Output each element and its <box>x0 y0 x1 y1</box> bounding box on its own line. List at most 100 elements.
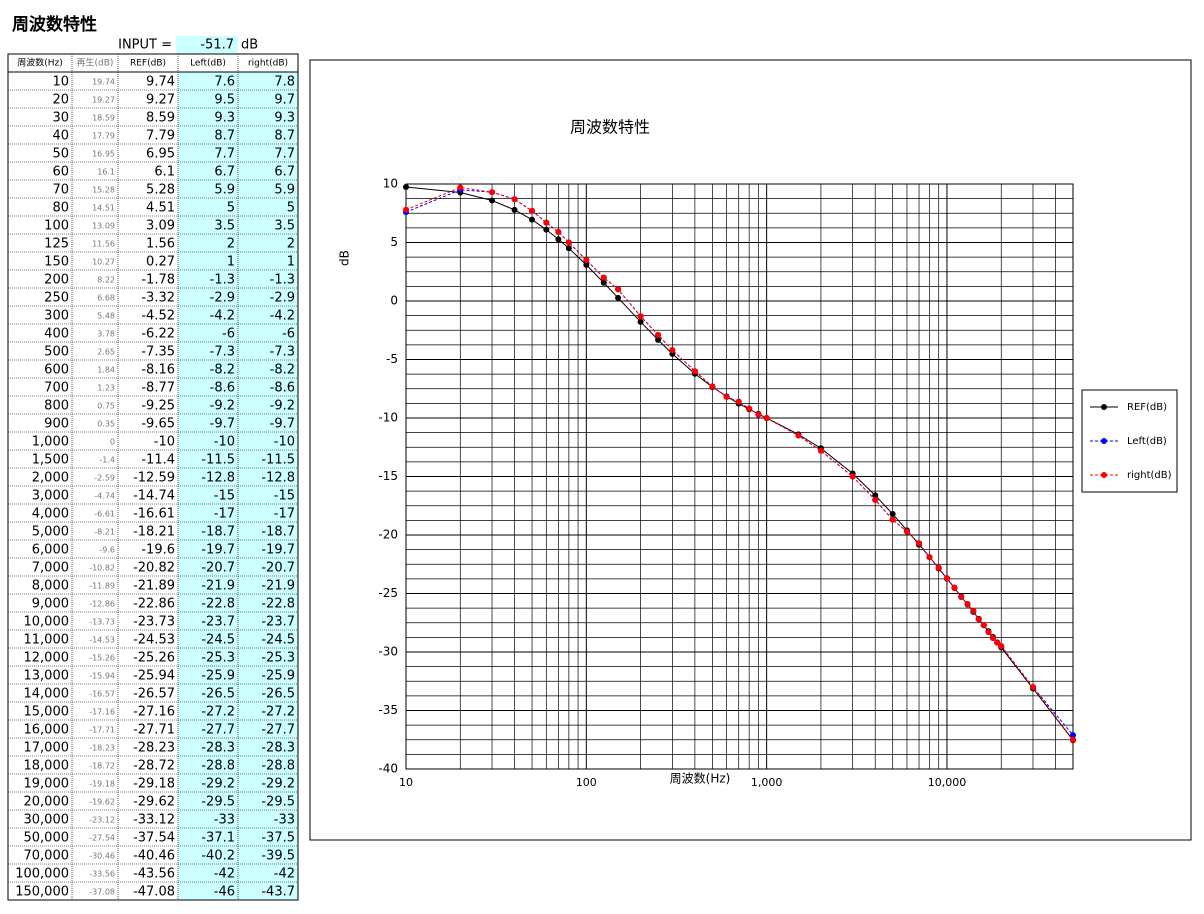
data-point <box>669 347 676 354</box>
table-cell: -26.5 <box>261 687 295 702</box>
data-point <box>555 228 562 235</box>
column-header: Left(dB) <box>190 59 226 69</box>
data-point <box>926 554 933 561</box>
table-cell: -28.8 <box>261 759 295 774</box>
table-cell: 7.8 <box>274 75 295 90</box>
table-cell: -17 <box>214 507 235 522</box>
table-cell: 70,000 <box>24 849 70 864</box>
data-point <box>889 516 896 523</box>
table-cell: 6.95 <box>146 147 175 162</box>
data-point <box>746 405 753 412</box>
table-cell: -33.12 <box>133 813 175 828</box>
table-cell: 600 <box>44 363 69 378</box>
data-point <box>615 294 622 301</box>
table-cell: -18.7 <box>201 525 235 540</box>
table-cell: -27.54 <box>89 834 115 843</box>
table-cell: -11.89 <box>89 582 115 591</box>
y-tick-label: -10 <box>378 411 398 425</box>
table-cell: -8.16 <box>141 363 175 378</box>
table-cell: 9.74 <box>146 75 175 90</box>
table-cell: 500 <box>44 345 69 360</box>
table-cell: 16.1 <box>97 168 115 177</box>
table-cell: -9.65 <box>141 417 175 432</box>
data-point <box>849 473 856 480</box>
data-point <box>709 383 716 390</box>
table-cell: -28.23 <box>133 741 175 756</box>
table-cell: 15.28 <box>92 186 115 195</box>
table-cell: 6.68 <box>97 294 115 303</box>
table-cell: 4.51 <box>146 201 175 216</box>
table-cell: -15 <box>214 489 235 504</box>
table-cell: -22.86 <box>133 597 175 612</box>
table-cell: -9.7 <box>210 417 235 432</box>
table-cell: -21.9 <box>201 579 235 594</box>
data-point <box>723 393 730 400</box>
table-cell: 2,000 <box>32 471 69 486</box>
table-cell: 11,000 <box>24 633 70 648</box>
table-cell: 9.5 <box>214 93 235 108</box>
table-cell: -19.7 <box>261 543 295 558</box>
table-cell: -13.73 <box>89 618 115 627</box>
table-cell: -17.71 <box>89 726 115 735</box>
table-cell: 3.09 <box>146 219 175 234</box>
data-point <box>916 540 923 547</box>
y-tick-label: -20 <box>378 528 398 542</box>
table-cell: -1.3 <box>270 273 295 288</box>
data-point <box>403 184 409 191</box>
chart-title: 周波数特性 <box>570 118 650 137</box>
table-cell: -10 <box>274 435 295 450</box>
column-header: REF(dB) <box>130 59 166 69</box>
table-cell: 6.7 <box>214 165 235 180</box>
table-cell: 4,000 <box>32 507 69 522</box>
table-cell: -20.7 <box>261 561 295 576</box>
table-cell: -39.5 <box>261 849 295 864</box>
data-point <box>735 398 742 405</box>
table-cell: -8.6 <box>270 381 295 396</box>
y-tick-label: -25 <box>378 586 398 600</box>
table-cell: -21.9 <box>261 579 295 594</box>
table-cell: -8.2 <box>210 363 235 378</box>
table-cell: 11.56 <box>92 240 115 249</box>
table-cell: -29.62 <box>133 795 175 810</box>
input-cell <box>176 36 238 54</box>
table-cell: -27.2 <box>201 705 235 720</box>
data-point <box>975 616 982 623</box>
data-point <box>958 594 965 601</box>
table-cell: -7.3 <box>210 345 235 360</box>
table-cell: 8.59 <box>146 111 175 126</box>
data-point <box>529 216 536 223</box>
table-border <box>7 53 299 901</box>
table-cell: -27.16 <box>133 705 175 720</box>
data-point <box>543 226 550 233</box>
table-cell: 3.5 <box>274 219 295 234</box>
table-cell: -40.46 <box>133 849 175 864</box>
input-label: INPUT = <box>118 38 172 53</box>
data-point <box>763 415 770 421</box>
table-cell: -26.5 <box>201 687 235 702</box>
table-cell: -10 <box>154 435 175 450</box>
table-cell: 12,000 <box>24 651 70 666</box>
data-point <box>943 575 950 582</box>
table-cell: -19.62 <box>89 798 115 807</box>
table-cell: 3.78 <box>97 330 115 339</box>
data-point <box>637 318 644 325</box>
table-cell: -24.5 <box>201 633 235 648</box>
table-cell: 800 <box>44 399 69 414</box>
table-cell: -2.9 <box>210 291 235 306</box>
table-cell: -4.2 <box>210 309 235 324</box>
plot-area <box>405 183 1074 770</box>
table-cell: 400 <box>44 327 69 342</box>
table-cell: -28.3 <box>201 741 235 756</box>
table-cell: 1,000 <box>32 435 69 450</box>
table-cell: 125 <box>44 237 69 252</box>
y-tick-label: -30 <box>378 645 398 659</box>
table-cell: 7.6 <box>214 75 235 90</box>
table-cell: -25.9 <box>261 669 295 684</box>
table-cell: 9.3 <box>274 111 295 126</box>
table-cell: 8.7 <box>274 129 295 144</box>
table-cell: 6.1 <box>154 165 175 180</box>
table-cell: -14.53 <box>89 636 115 645</box>
table-cell: -29.18 <box>133 777 175 792</box>
table-cell: -15 <box>274 489 295 504</box>
